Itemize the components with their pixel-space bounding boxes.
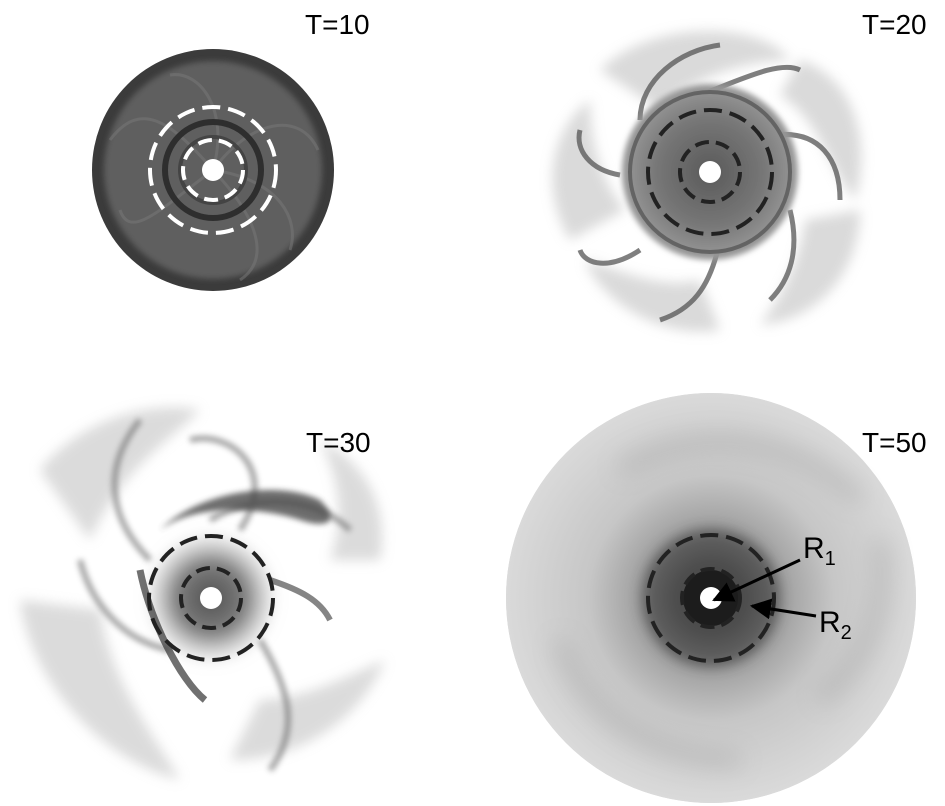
panel-label: T=50 bbox=[862, 427, 927, 458]
r1-arrow bbox=[712, 558, 801, 602]
r2-arrow bbox=[749, 598, 817, 620]
r2-label: R2 bbox=[819, 606, 852, 644]
panel-t50: T=50 R1 R2 bbox=[506, 393, 927, 803]
disk-image bbox=[552, 31, 862, 332]
ring-inner bbox=[680, 567, 742, 629]
r2-subscript: 2 bbox=[841, 622, 852, 644]
panel-t10: T=10 bbox=[92, 9, 370, 291]
disk-image bbox=[506, 393, 916, 803]
disk-image bbox=[92, 49, 334, 291]
ring-outer bbox=[148, 105, 278, 235]
ring-outer bbox=[646, 108, 774, 236]
r2-main: R bbox=[819, 606, 841, 639]
panel-t20: T=20 bbox=[552, 9, 927, 332]
r1-subscript: 1 bbox=[825, 548, 836, 570]
panel-t30: T=30 bbox=[20, 407, 385, 780]
disk-image bbox=[20, 407, 385, 780]
ring-inner bbox=[181, 138, 245, 202]
ring-outer bbox=[147, 534, 275, 662]
ring-inner bbox=[678, 140, 742, 204]
ring-outer bbox=[646, 533, 776, 663]
panel-label: T=30 bbox=[306, 427, 371, 458]
panel-label: T=20 bbox=[862, 9, 927, 40]
panel-label: T=10 bbox=[305, 9, 370, 40]
r1-main: R bbox=[803, 532, 825, 565]
ring-inner bbox=[179, 566, 243, 630]
r1-label: R1 bbox=[803, 532, 836, 570]
